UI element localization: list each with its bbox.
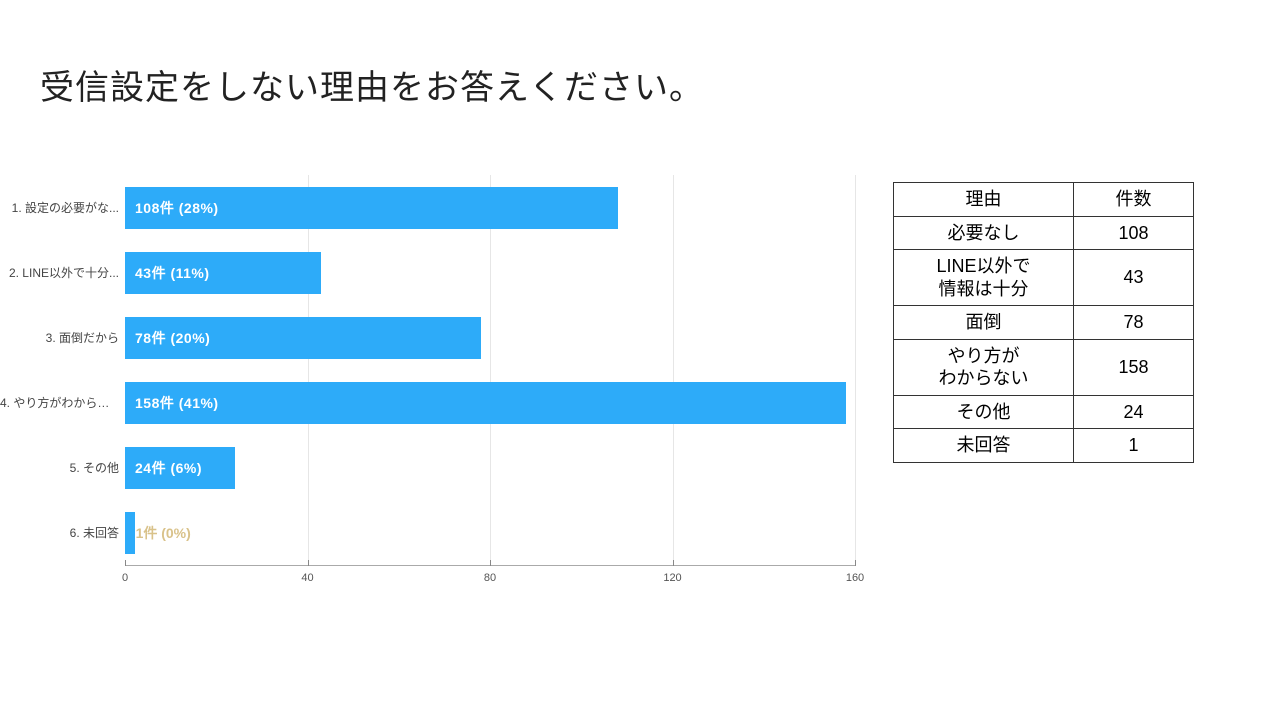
cell-count: 24 xyxy=(1074,395,1194,429)
cell-reason: 必要なし xyxy=(894,216,1074,250)
bar-track: 1件 (0%) xyxy=(125,500,870,565)
bar: 108件 (28%) xyxy=(125,187,618,229)
table-row: 必要なし108 xyxy=(894,216,1194,250)
bar xyxy=(125,512,135,554)
x-tick-label: 0 xyxy=(122,572,128,584)
cell-count: 43 xyxy=(1074,250,1194,306)
x-tick-label: 80 xyxy=(484,572,496,584)
bar: 43件 (11%) xyxy=(125,252,321,294)
chart-row: 4. やり方がわからない158件 (41%) xyxy=(0,370,870,435)
chart-row: 6. 未回答 1件 (0%) xyxy=(0,500,870,565)
table-row: 面倒78 xyxy=(894,306,1194,340)
y-axis-label: 2. LINE以外で十分... xyxy=(0,264,125,281)
bar-track: 108件 (28%) xyxy=(125,175,870,240)
cell-count: 108 xyxy=(1074,216,1194,250)
col-header-count: 件数 xyxy=(1074,183,1194,217)
x-tick xyxy=(308,560,309,566)
cell-reason: 未回答 xyxy=(894,429,1074,463)
cell-count: 78 xyxy=(1074,306,1194,340)
bar-chart: 1. 設定の必要がな...108件 (28%)2. LINE以外で十分...43… xyxy=(0,175,870,595)
y-axis-label: 3. 面倒だから xyxy=(0,329,125,346)
bar-track: 24件 (6%) xyxy=(125,435,870,500)
x-tick-label: 160 xyxy=(846,572,864,584)
cell-reason: LINE以外で情報は十分 xyxy=(894,250,1074,306)
bar-value-label: 1件 (0%) xyxy=(136,523,191,543)
chart-row: 3. 面倒だから78件 (20%) xyxy=(0,305,870,370)
y-axis-label: 1. 設定の必要がな... xyxy=(0,199,125,216)
x-tick-label: 120 xyxy=(663,572,681,584)
x-tick-label: 40 xyxy=(301,572,313,584)
bar: 158件 (41%) xyxy=(125,382,846,424)
bar: 24件 (6%) xyxy=(125,447,235,489)
chart-row: 2. LINE以外で十分...43件 (11%) xyxy=(0,240,870,305)
table-row: その他24 xyxy=(894,395,1194,429)
data-table: 理由 件数 必要なし108LINE以外で情報は十分43面倒78やり方がわからない… xyxy=(893,182,1194,463)
bar-track: 43件 (11%) xyxy=(125,240,870,305)
bar: 78件 (20%) xyxy=(125,317,481,359)
x-tick xyxy=(855,560,856,566)
y-axis-label: 5. その他 xyxy=(0,459,125,476)
x-tick xyxy=(673,560,674,566)
x-tick xyxy=(490,560,491,566)
bar-track: 158件 (41%) xyxy=(125,370,870,435)
cell-reason: やり方がわからない xyxy=(894,339,1074,395)
table-header-row: 理由 件数 xyxy=(894,183,1194,217)
chart-row: 5. その他24件 (6%) xyxy=(0,435,870,500)
table-row: LINE以外で情報は十分43 xyxy=(894,250,1194,306)
bar-track: 78件 (20%) xyxy=(125,305,870,370)
cell-reason: 面倒 xyxy=(894,306,1074,340)
x-axis: 04080120160 xyxy=(125,565,855,595)
x-tick xyxy=(125,560,126,566)
chart-row: 1. 設定の必要がな...108件 (28%) xyxy=(0,175,870,240)
page-title: 受信設定をしない理由をお答えください。 xyxy=(40,60,704,109)
y-axis-label: 6. 未回答 xyxy=(0,524,125,541)
y-axis-label: 4. やり方がわからない xyxy=(0,394,125,411)
table-row: やり方がわからない158 xyxy=(894,339,1194,395)
cell-count: 1 xyxy=(1074,429,1194,463)
table-row: 未回答1 xyxy=(894,429,1194,463)
cell-count: 158 xyxy=(1074,339,1194,395)
cell-reason: その他 xyxy=(894,395,1074,429)
col-header-reason: 理由 xyxy=(894,183,1074,217)
